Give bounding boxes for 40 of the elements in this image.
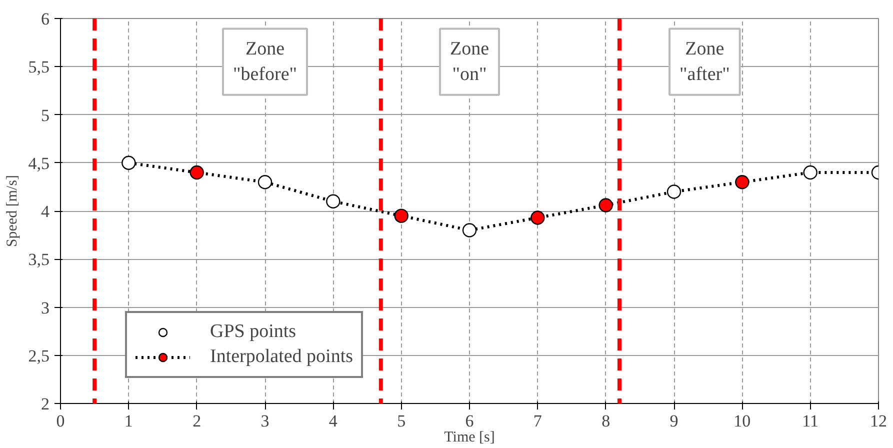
y-tick-label: 4,5	[28, 154, 50, 173]
y-axis-title: Speed [m/s]	[4, 174, 20, 248]
x-tick-label: 6	[465, 412, 474, 430]
x-tick-label: 2	[192, 412, 202, 430]
point	[530, 210, 545, 225]
annotation: Zone "on"	[450, 38, 490, 85]
x-tick-label: 12	[870, 412, 887, 430]
x-axis-title: Time [s]	[444, 430, 495, 446]
point	[394, 208, 408, 223]
x-tick-label: 10	[734, 412, 751, 430]
point	[803, 165, 818, 180]
point	[122, 156, 136, 170]
point	[666, 184, 682, 199]
x-tick-label: 7	[533, 412, 542, 430]
point	[258, 175, 272, 190]
x-tick-label: 8	[602, 412, 610, 430]
y-tick-label: 3	[41, 298, 50, 318]
annotation: Zone "before"	[232, 38, 298, 85]
y-tick-label: 6	[41, 10, 50, 28]
legend-label: GPS points	[210, 321, 296, 343]
y-tick-label: 5,5	[28, 58, 50, 77]
point	[735, 175, 750, 190]
y-tick-label: 5	[41, 106, 50, 125]
annotation: Zone "after"	[680, 38, 730, 85]
x-tick-label: 5	[397, 412, 406, 430]
x-tick-label: 3	[260, 412, 270, 430]
x-tick-label: 1	[124, 412, 133, 430]
point	[598, 198, 613, 212]
legend-label: Interpolated points	[210, 346, 353, 368]
point	[462, 223, 477, 238]
x-tick-label: 9	[670, 412, 678, 430]
y-tick-label: 4	[41, 202, 50, 221]
y-tick-label: 2	[41, 394, 50, 414]
x-tick-label: 11	[802, 412, 819, 430]
point	[326, 194, 340, 208]
y-tick-label: 2,5	[28, 346, 50, 366]
point	[190, 165, 204, 180]
x-tick-label: 0	[56, 412, 65, 430]
x-tick-label: 4	[328, 412, 338, 430]
y-tick-label: 3,5	[28, 250, 50, 270]
